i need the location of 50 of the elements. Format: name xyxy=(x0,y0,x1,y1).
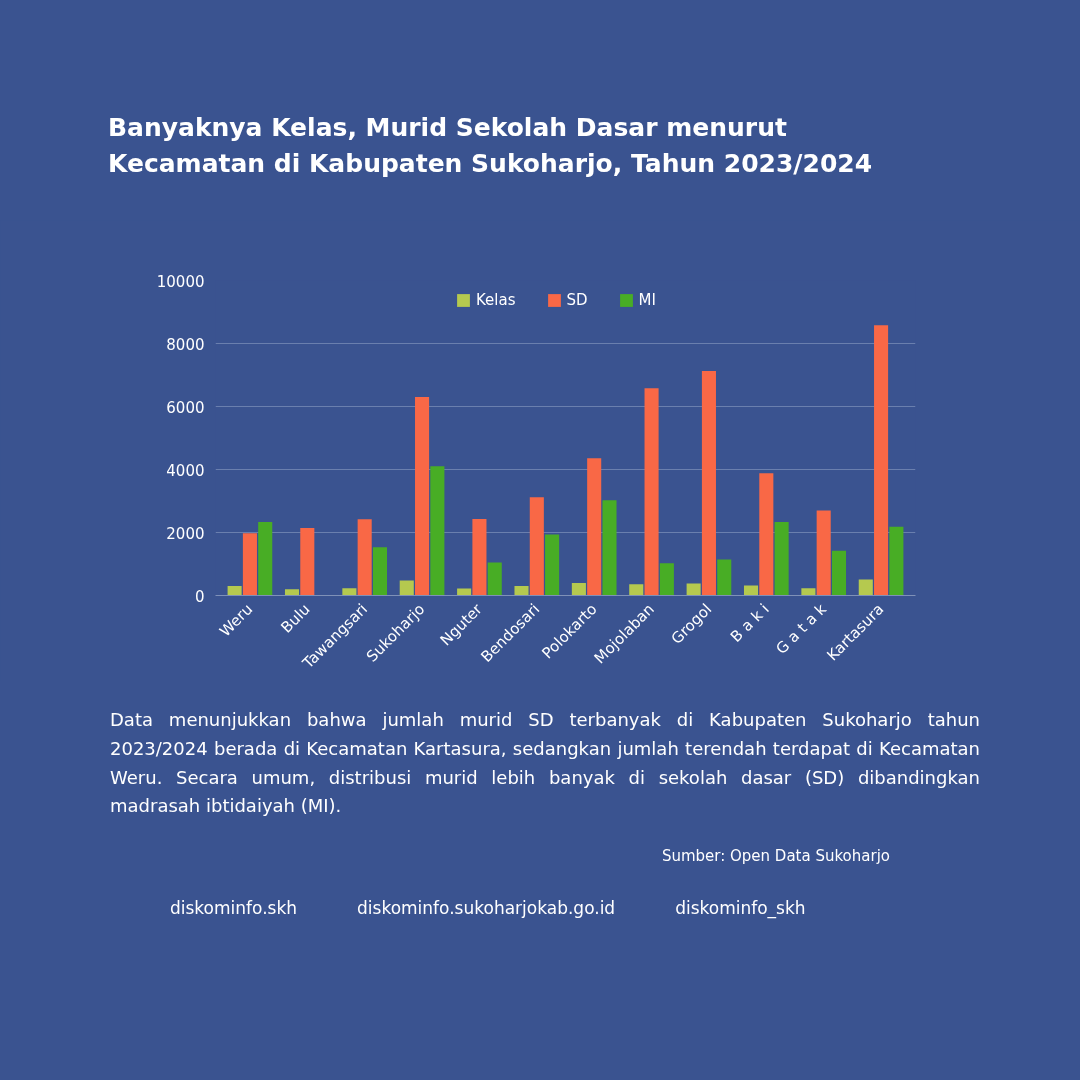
bar xyxy=(357,519,372,596)
bar xyxy=(514,586,529,596)
bar xyxy=(602,500,617,596)
bar xyxy=(874,325,889,596)
legend-label: MI xyxy=(638,291,657,309)
y-tick-label: 2000 xyxy=(166,524,205,543)
bar xyxy=(701,370,716,596)
text: diskominfo.sukoharjokab.go.id xyxy=(357,897,616,920)
bar xyxy=(399,580,414,596)
bar xyxy=(372,547,388,596)
bar xyxy=(759,473,774,596)
bar xyxy=(743,585,759,596)
bar xyxy=(774,522,789,596)
bar xyxy=(300,528,315,596)
text: diskominfo_skh xyxy=(675,897,806,921)
text: Data menunjukkan bahwa jumlah murid SD terbanyak di Kabupaten Sukoharjo tahun 2023/2024 berada di Kecamatan Kartasura, sedangkan jumlah terendah terdapat di Kecamatan Weru. Secara umum, distribusi murid lebih banyak di sekolah dasar (SD) dibandingkan madrasah ibtidaiyah (MI). xyxy=(110,708,980,819)
bar xyxy=(571,582,586,596)
bar xyxy=(629,584,644,596)
bar xyxy=(889,526,904,596)
bar xyxy=(858,579,873,596)
text: Sumber: Open Data Sukoharjo xyxy=(661,846,890,867)
bar xyxy=(816,510,831,596)
bar xyxy=(686,583,701,596)
chart-title: Banyaknya Kelas, Murid Sekolah Dasar menurut Kecamatan di Kabupaten Sukoharjo, Tahun 2023/2024 xyxy=(108,112,873,181)
bar xyxy=(227,586,242,596)
bar xyxy=(242,533,257,596)
y-tick-label: 0 xyxy=(194,587,205,606)
y-tick-label: 4000 xyxy=(166,461,205,480)
bar xyxy=(258,522,273,596)
bar xyxy=(342,588,357,596)
bar xyxy=(415,397,430,596)
bar xyxy=(831,550,847,596)
y-tick-label: 6000 xyxy=(166,398,205,417)
bar xyxy=(801,588,816,596)
bar xyxy=(717,559,732,596)
x-tick-label: B a k i xyxy=(726,600,773,646)
bar xyxy=(472,518,487,596)
bar xyxy=(659,563,674,596)
bar xyxy=(284,589,300,596)
text: diskominfo.skh xyxy=(170,897,298,920)
bar xyxy=(430,466,445,596)
y-tick-label: 8000 xyxy=(166,335,205,354)
y-tick-label: 10000 xyxy=(156,272,205,291)
bar xyxy=(644,388,659,596)
bar xyxy=(487,562,502,596)
legend-label: SD xyxy=(566,291,588,309)
bar xyxy=(529,497,544,596)
bar xyxy=(545,534,560,596)
legend-label: Kelas xyxy=(476,291,516,309)
bar xyxy=(587,458,602,596)
